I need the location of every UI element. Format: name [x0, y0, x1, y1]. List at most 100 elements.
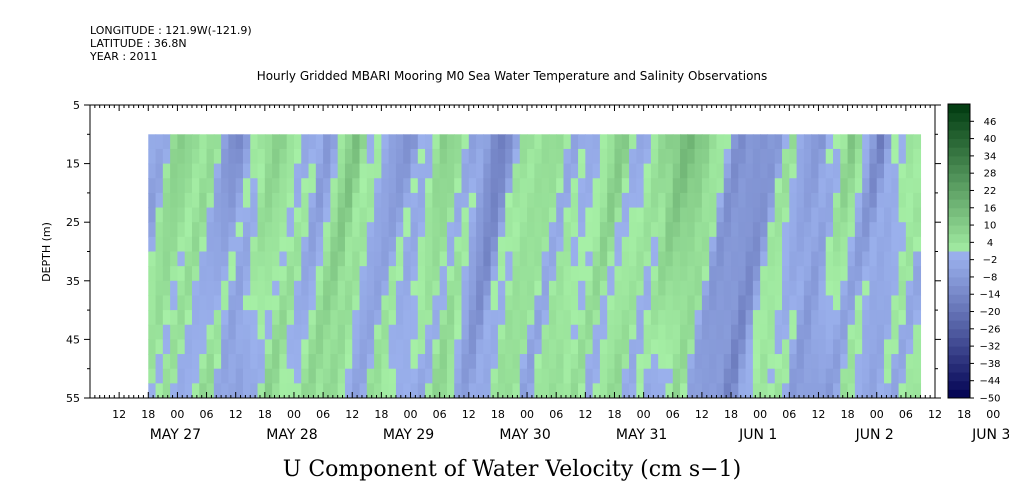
heatmap-cell — [162, 324, 171, 340]
heatmap-cell — [767, 383, 776, 398]
heatmap-cell — [891, 148, 900, 165]
heatmap-cell — [519, 280, 528, 297]
heatmap-cell — [446, 324, 455, 340]
heatmap-cell — [570, 310, 579, 326]
heatmap-cell — [199, 251, 208, 267]
heatmap-cell — [840, 310, 849, 326]
heatmap-cell — [206, 383, 215, 398]
heatmap-cell — [199, 178, 208, 194]
heatmap-cell — [796, 310, 805, 326]
heatmap-cell — [170, 207, 179, 223]
heatmap-cell — [884, 251, 892, 267]
heatmap-cell — [556, 178, 565, 194]
heatmap-cell — [432, 295, 441, 311]
heatmap-cell — [505, 266, 514, 282]
heatmap-cell — [191, 236, 200, 253]
heatmap-cell — [148, 163, 157, 179]
heatmap-cell — [578, 266, 586, 282]
heatmap-cell — [395, 295, 404, 311]
heatmap-cell — [643, 383, 652, 398]
heatmap-cell — [731, 134, 739, 150]
x-hour-label: 12 — [928, 408, 942, 421]
colorbar-label: −50 — [979, 394, 1000, 405]
heatmap-cell — [723, 134, 732, 150]
heatmap-cell — [694, 148, 703, 165]
heatmap-cell — [636, 295, 645, 311]
heatmap-cell — [811, 368, 820, 384]
heatmap-cell — [315, 324, 324, 340]
heatmap-cell — [818, 280, 827, 297]
heatmap-cell — [272, 251, 280, 267]
heatmap-cell — [833, 148, 841, 165]
heatmap-cell — [578, 368, 586, 384]
heatmap-cell — [607, 295, 616, 311]
heatmap-cell — [643, 207, 652, 223]
heatmap-cell — [228, 251, 237, 267]
heatmap-cell — [191, 222, 200, 238]
heatmap-cell — [599, 222, 608, 238]
heatmap-cell — [578, 339, 586, 355]
heatmap-cell — [738, 207, 747, 223]
heatmap-cell — [716, 163, 725, 179]
heatmap-cell — [614, 236, 623, 253]
heatmap-cell — [242, 178, 251, 194]
heatmap-cell — [578, 148, 586, 165]
heatmap-cell — [191, 134, 200, 150]
x-axis-title: U Component of Water Velocity (cm s−1) — [283, 457, 741, 482]
heatmap-cell — [774, 354, 783, 370]
heatmap-cell — [148, 324, 157, 340]
heatmap-cell — [352, 148, 361, 165]
heatmap-cell — [395, 148, 404, 165]
heatmap-cell — [366, 222, 375, 238]
heatmap-cell — [774, 163, 783, 179]
heatmap-cell — [170, 192, 179, 209]
heatmap-cell — [497, 178, 506, 194]
heatmap-cell — [301, 266, 310, 282]
heatmap-cell — [731, 295, 739, 311]
heatmap-cell — [840, 222, 849, 238]
heatmap-cell — [905, 339, 914, 355]
heatmap-cell — [614, 295, 623, 311]
colorbar-label: 28 — [984, 169, 997, 180]
heatmap-cell — [541, 207, 550, 223]
heatmap-cell — [446, 266, 455, 282]
heatmap-cell — [206, 163, 215, 179]
colorbar-label: 16 — [984, 203, 997, 214]
heatmap-cell — [490, 368, 499, 384]
heatmap-cell — [599, 134, 608, 150]
colorbar-swatch — [948, 121, 970, 131]
heatmap-cell — [833, 178, 841, 194]
heatmap-cell — [344, 192, 353, 209]
heatmap-cell — [825, 251, 834, 267]
x-date-label: JUN 3 — [971, 427, 1009, 443]
heatmap-cell — [410, 148, 419, 165]
heatmap-cell — [264, 222, 273, 238]
heatmap-cell — [534, 266, 543, 282]
heatmap-cell — [752, 383, 761, 398]
colorbar-swatch — [948, 337, 970, 347]
heatmap-cell — [650, 339, 659, 355]
heatmap-cell — [658, 134, 667, 150]
heatmap-cell — [811, 178, 820, 194]
heatmap-cell — [250, 163, 259, 179]
heatmap-cell — [803, 222, 812, 238]
heatmap-cell — [665, 134, 674, 150]
heatmap-cell — [242, 280, 251, 297]
heatmap-cell — [629, 222, 637, 238]
heatmap-cell — [534, 324, 543, 340]
heatmap-cell — [789, 178, 798, 194]
heatmap-cell — [898, 324, 907, 340]
heatmap-cell — [199, 310, 208, 326]
heatmap-cell — [366, 148, 375, 165]
heatmap-cell — [184, 339, 193, 355]
heatmap-cell — [148, 251, 157, 267]
heatmap-cell — [745, 222, 754, 238]
heatmap-cell — [323, 280, 331, 297]
heatmap-cell — [767, 251, 776, 267]
heatmap-cell — [570, 222, 579, 238]
heatmap-cell — [913, 324, 922, 340]
heatmap-cell — [884, 310, 892, 326]
heatmap-cell — [352, 222, 361, 238]
heatmap-cell — [709, 163, 718, 179]
heatmap-cell — [738, 134, 747, 150]
